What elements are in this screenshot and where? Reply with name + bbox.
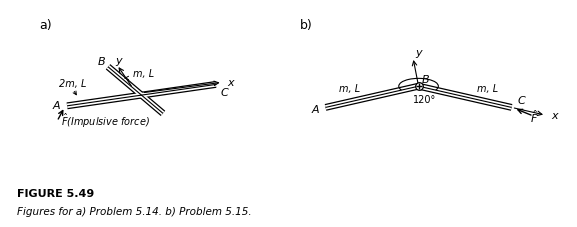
Text: 2m, L: 2m, L: [59, 78, 87, 88]
Text: C: C: [220, 87, 228, 97]
Text: m, L: m, L: [477, 84, 499, 94]
Text: y: y: [115, 56, 122, 66]
Text: a): a): [40, 19, 53, 32]
Text: m, L: m, L: [339, 84, 360, 94]
Text: A: A: [311, 104, 319, 114]
Text: $\hat{F}$(Impulsive force): $\hat{F}$(Impulsive force): [61, 112, 151, 130]
Text: 120°: 120°: [413, 94, 436, 104]
Text: Figures for a) Problem 5.14. b) Problem 5.15.: Figures for a) Problem 5.14. b) Problem …: [17, 206, 252, 216]
Text: b): b): [300, 19, 313, 32]
Text: B: B: [421, 74, 429, 84]
Text: A: A: [53, 100, 61, 110]
Text: C: C: [517, 96, 525, 106]
Text: x: x: [552, 111, 558, 121]
Text: m, L: m, L: [133, 68, 155, 78]
Text: y: y: [415, 48, 422, 58]
Text: $\hat{F}$: $\hat{F}$: [530, 109, 539, 125]
Text: B: B: [98, 56, 105, 66]
Text: x: x: [227, 78, 234, 88]
Text: FIGURE 5.49: FIGURE 5.49: [17, 188, 94, 198]
